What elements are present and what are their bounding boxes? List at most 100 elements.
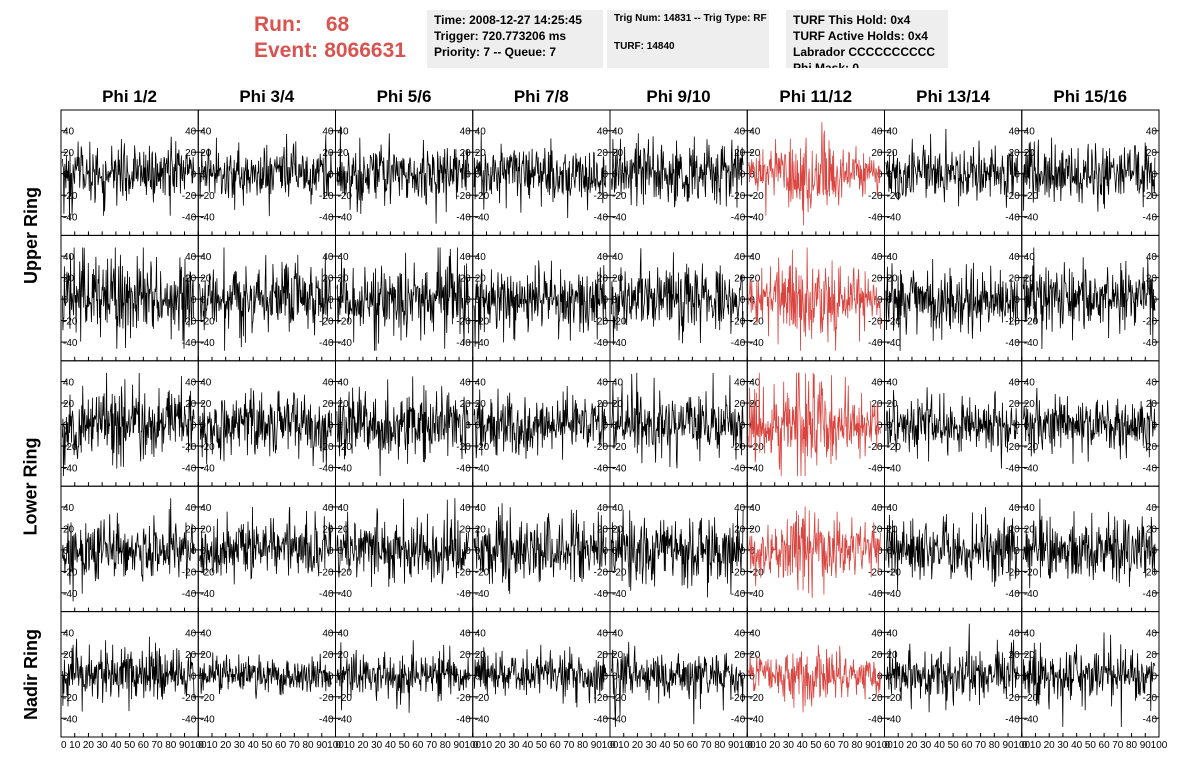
y-tick-label-right: -20 <box>868 567 883 578</box>
y-tick-label-right: 20 <box>185 524 197 535</box>
y-tick-label-right: 20 <box>460 650 472 661</box>
y-tick-label-right: 20 <box>322 274 334 285</box>
y-tick-label-right: -20 <box>731 191 746 202</box>
y-tick-label-right: -40 <box>1143 338 1158 349</box>
y-tick-label-left: -40 <box>475 589 490 600</box>
waveform-trace <box>62 247 195 349</box>
y-tick-label-right: 20 <box>322 148 334 159</box>
waveform-trace <box>1022 137 1156 212</box>
y-tick-label-left: 20 <box>475 524 487 535</box>
y-tick-label-right: 40 <box>460 503 472 514</box>
y-tick-label-left: 0 <box>475 295 481 306</box>
waveform-trace <box>748 247 881 351</box>
waveform-trace <box>336 376 469 477</box>
trigger-line: Trigger: 720.773206 ms <box>434 29 567 43</box>
x-tick-label: 50 <box>124 740 136 751</box>
y-tick-label-right: 40 <box>734 252 746 263</box>
y-tick-label-left: -40 <box>475 338 490 349</box>
x-tick-label: 80 <box>1126 740 1138 751</box>
y-tick-label-left: -20 <box>200 191 215 202</box>
y-tick-label-right: 40 <box>1009 628 1021 639</box>
y-tick-label-left: 40 <box>749 503 761 514</box>
y-tick-label-left: -20 <box>338 693 353 704</box>
x-tick-label: 90 <box>865 740 877 751</box>
panel-frame <box>60 109 199 236</box>
y-tick-label-left: 0 <box>612 671 618 682</box>
x-tick-label: 70 <box>563 740 575 751</box>
y-tick-label-left: -40 <box>749 463 764 474</box>
y-tick-label-right: 20 <box>1009 524 1021 535</box>
y-tick-label-left: -40 <box>749 714 764 725</box>
y-tick-label-right: 20 <box>322 524 334 535</box>
waveform-trace <box>473 644 607 708</box>
y-tick-label-left: -20 <box>200 442 215 453</box>
y-tick-label-left: -20 <box>749 442 764 453</box>
y-tick-label-right: 20 <box>460 399 472 410</box>
column-title-7: Phi 13/14 <box>916 87 990 106</box>
x-tick-label: 80 <box>851 740 863 751</box>
y-tick-label-right: 20 <box>871 148 883 159</box>
waveform-trace <box>62 498 195 602</box>
y-tick-label-left: -20 <box>475 567 490 578</box>
y-tick-label-left: -20 <box>338 567 353 578</box>
y-tick-label-right: 40 <box>734 127 746 138</box>
waveform-trace <box>336 640 469 713</box>
y-tick-label-right: -20 <box>456 191 471 202</box>
y-tick-label-right: 20 <box>1146 650 1158 661</box>
y-tick-label-right: 0 <box>740 421 746 432</box>
column-title-6: Phi 11/12 <box>779 87 853 106</box>
y-tick-label-right: -20 <box>594 567 609 578</box>
y-tick-label-right: -20 <box>1005 693 1020 704</box>
y-tick-label-left: -40 <box>1024 589 1039 600</box>
y-tick-label-right: 40 <box>871 127 883 138</box>
waveform-trace <box>62 372 195 477</box>
y-tick-label-left: -20 <box>1024 693 1039 704</box>
y-tick-label-left: 0 <box>475 546 481 557</box>
y-tick-label-left: 40 <box>200 628 212 639</box>
event-label: Event: <box>254 39 319 62</box>
waveform-trace <box>611 248 744 346</box>
x-tick-label: 0 <box>1022 740 1028 751</box>
y-tick-label-right: 40 <box>1009 378 1021 389</box>
y-tick-label-right: 40 <box>597 503 609 514</box>
y-tick-label-left: 40 <box>612 628 624 639</box>
column-title-8: Phi 15/16 <box>1053 87 1128 106</box>
run-event-block: Run: 68 Event: 8066631 <box>254 12 406 64</box>
y-tick-label-right: -20 <box>319 317 334 328</box>
waveform-trace <box>62 636 195 712</box>
y-tick-label-left: 40 <box>63 503 75 514</box>
y-tick-label-right: -40 <box>594 714 609 725</box>
x-tick-label: 10 <box>344 740 356 751</box>
x-tick-label: 90 <box>591 740 603 751</box>
x-tick-label: 40 <box>248 740 260 751</box>
panel-frame <box>60 234 199 362</box>
y-tick-label-right: -20 <box>594 693 609 704</box>
x-tick-label: 60 <box>138 740 150 751</box>
y-tick-label-left: 20 <box>887 650 899 661</box>
x-tick-label: 70 <box>701 740 713 751</box>
y-tick-label-left: 40 <box>338 503 350 514</box>
x-tick-label: 40 <box>797 740 809 751</box>
y-tick-label-right: 40 <box>734 378 746 389</box>
x-tick-label: 0 <box>473 740 479 751</box>
y-tick-label-left: 0 <box>749 671 755 682</box>
y-tick-label-right: -40 <box>731 213 746 224</box>
x-tick-label: 0 <box>336 740 342 751</box>
y-tick-label-right: 20 <box>185 148 197 159</box>
y-tick-label-right: -40 <box>594 338 609 349</box>
x-tick-label: 20 <box>632 740 644 751</box>
y-tick-label-left: -40 <box>63 213 78 224</box>
y-tick-label-left: -40 <box>475 213 490 224</box>
time-info-box: Time: 2008-12-27 14:25:45 Trigger: 720.7… <box>427 10 603 68</box>
y-tick-label-right: -20 <box>182 567 197 578</box>
x-tick-label: 80 <box>714 740 726 751</box>
